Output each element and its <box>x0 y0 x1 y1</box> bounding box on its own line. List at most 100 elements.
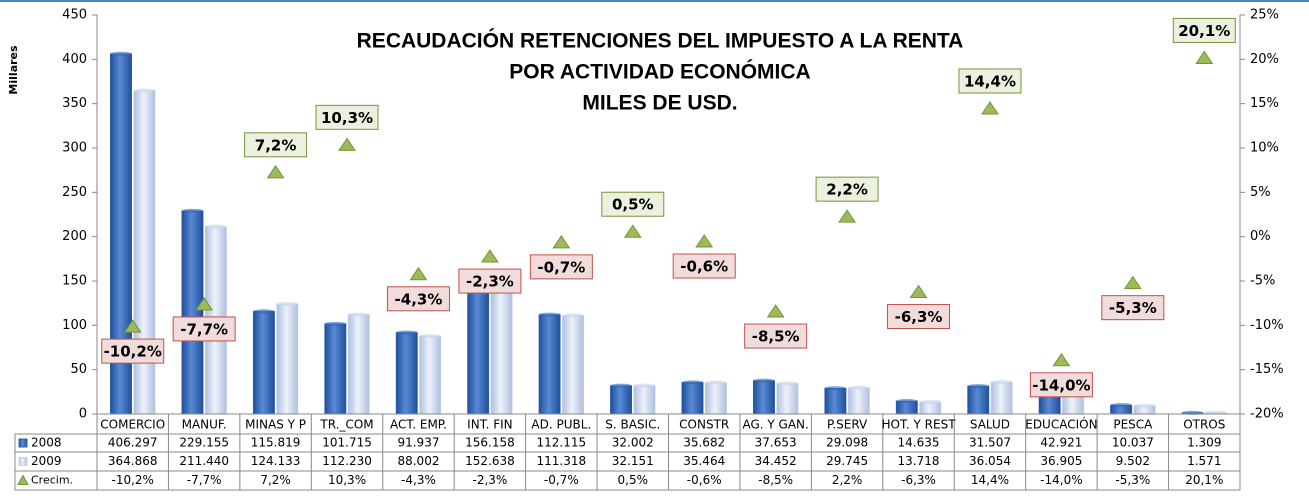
bar <box>490 278 513 415</box>
chart-title: RECAUDACIÓN RETENCIONES DEL IMPUESTO A L… <box>357 29 964 53</box>
table-cell: -0,7% <box>544 473 579 487</box>
legend-swatch <box>18 457 28 466</box>
bar-top <box>848 385 870 390</box>
chart-title: MILES DE USD. <box>582 92 737 115</box>
bar-top <box>824 386 847 391</box>
growth-marker <box>695 234 714 248</box>
y2-tick-label: -10% <box>1250 318 1284 333</box>
table-cell: -0,6% <box>687 473 722 487</box>
growth-box <box>958 68 1022 94</box>
bar <box>967 385 990 415</box>
growth-marker <box>266 164 285 179</box>
growth-label: -6,3% <box>895 308 943 326</box>
bar-top <box>610 383 632 388</box>
bar-top <box>990 380 1013 385</box>
table-cell: -6,3% <box>901 473 936 487</box>
x-tick-label: AG. Y GAN. <box>742 418 808 432</box>
growth-marker <box>552 234 571 249</box>
bar <box>681 382 704 415</box>
growth-box <box>601 191 665 217</box>
y-tick-label: 0 <box>79 407 87 422</box>
bar-top <box>919 399 941 404</box>
y-tick-label: 450 <box>62 8 87 23</box>
table-cell: 32.002 <box>612 436 654 450</box>
x-tick-label: AD. PUBL. <box>531 418 591 432</box>
table-cell: -10,2% <box>111 473 153 487</box>
table-cell: 31.507 <box>969 436 1011 450</box>
table-cell: 37.653 <box>755 436 797 450</box>
y-tick-label: 100 <box>62 318 87 333</box>
table-cell: -7,7% <box>187 473 222 487</box>
growth-marker <box>1123 275 1142 290</box>
bar-top <box>562 313 584 318</box>
x-tick-label: EDUCACIÓN <box>1025 417 1097 432</box>
growth-box <box>744 323 808 349</box>
growth-marker <box>195 297 214 311</box>
legend-swatch <box>17 474 29 485</box>
bar <box>752 380 775 415</box>
table-cell: 34.452 <box>755 454 797 468</box>
bar-top <box>205 224 227 229</box>
table-cell: -8,5% <box>758 473 793 487</box>
y2-tick-label: 10% <box>1250 141 1279 156</box>
y-tick-label: 250 <box>62 185 87 200</box>
x-tick-label: ACT. EMP. <box>390 418 447 432</box>
growth-label: -14,0% <box>1032 376 1090 394</box>
growth-marker <box>1195 50 1214 64</box>
table-cell: 35.464 <box>683 454 725 468</box>
bar-top <box>181 208 204 213</box>
y2-tick-label: 20% <box>1250 52 1279 67</box>
table-cell: 406.297 <box>108 436 158 450</box>
growth-box <box>672 253 736 279</box>
table-cell: 13.718 <box>898 454 940 468</box>
bar <box>633 385 656 415</box>
y-tick-label: 150 <box>62 274 87 289</box>
table-cell: 115.819 <box>251 436 301 450</box>
growth-marker <box>766 304 785 318</box>
growth-marker <box>338 137 356 151</box>
table-cell: 7,2% <box>260 473 291 487</box>
bar <box>847 387 870 415</box>
table-cell: -14,0% <box>1040 473 1082 487</box>
y2-tick-label: 5% <box>1250 185 1271 200</box>
table-cell: 10.037 <box>1112 436 1154 450</box>
table-cell: 36.054 <box>969 454 1011 468</box>
table-cell: 124.133 <box>251 454 301 468</box>
y2-tick-label: -15% <box>1250 362 1284 377</box>
bar-top <box>896 399 918 404</box>
growth-label: -5,3% <box>1109 299 1157 317</box>
table-cell: -2,3% <box>472 473 507 487</box>
table-cell: -5,3% <box>1115 473 1150 487</box>
table-cell: 35.682 <box>683 436 725 450</box>
table-cell: 9.502 <box>1116 454 1150 468</box>
y2-tick-label: -5% <box>1250 274 1275 289</box>
table-cell: 112.115 <box>537 436 587 450</box>
table-cell: 29.098 <box>826 436 868 450</box>
bar <box>347 314 370 415</box>
bar-top <box>538 312 561 317</box>
table-cell: 2,2% <box>832 473 863 487</box>
growth-box <box>458 268 522 294</box>
bar-top <box>133 88 156 93</box>
table-cell: 32.151 <box>612 454 654 468</box>
growth-marker <box>981 101 999 115</box>
table-cell: 91.937 <box>397 436 439 450</box>
growth-label: -7,7% <box>180 320 228 338</box>
table-cell: -4,3% <box>401 473 436 487</box>
growth-marker <box>838 209 857 223</box>
bar-top <box>753 378 775 383</box>
x-tick-label: COMERCIO <box>100 418 165 432</box>
bar <box>562 315 585 415</box>
legend-label: 2008 <box>31 436 62 450</box>
table-cell: 36.905 <box>1040 454 1082 468</box>
table-cell: 88.002 <box>397 454 439 468</box>
bar <box>324 323 347 415</box>
growth-box <box>1172 17 1236 43</box>
bar <box>538 314 561 415</box>
bar-top <box>253 309 275 314</box>
bar-top <box>276 301 299 306</box>
x-tick-label: OTROS <box>1183 418 1225 432</box>
y2-tick-label: 15% <box>1250 96 1279 111</box>
x-tick-label: PESCA <box>1113 418 1153 432</box>
